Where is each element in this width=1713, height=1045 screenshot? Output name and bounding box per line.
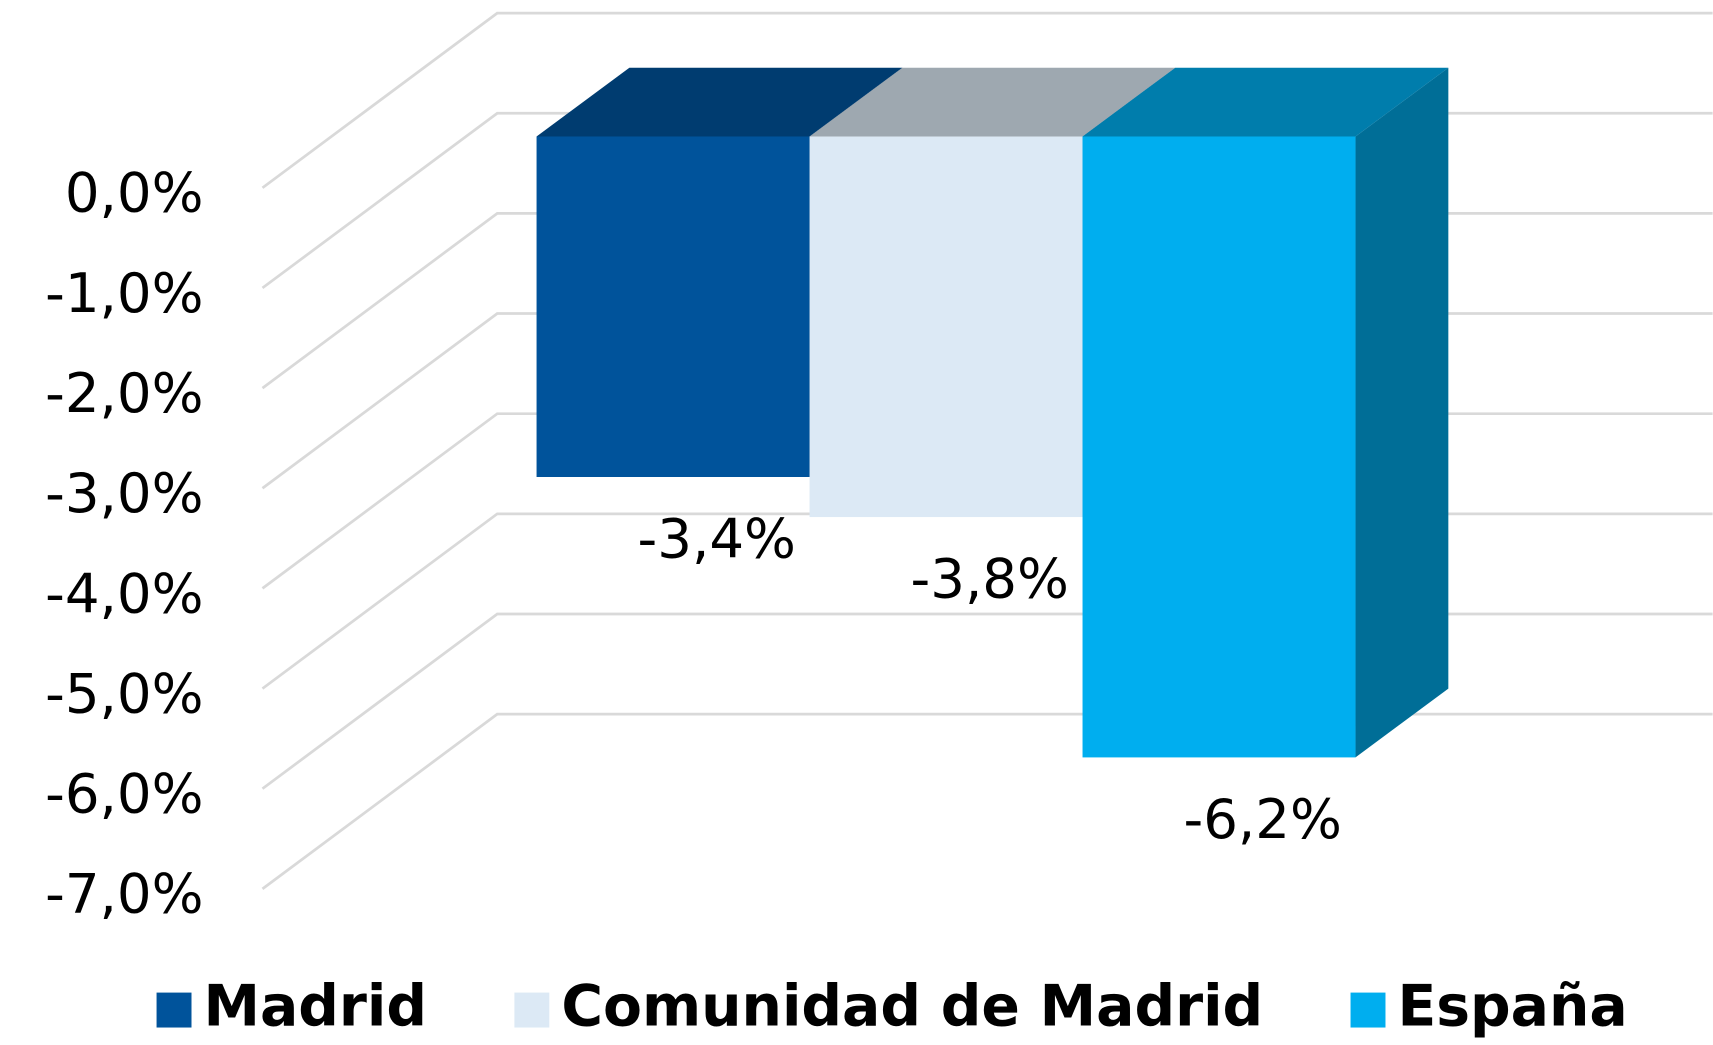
data-label: -3,8% bbox=[911, 547, 1069, 611]
y-tick-label: -5,0% bbox=[45, 661, 203, 725]
legend-label: Comunidad de Madrid bbox=[561, 974, 1263, 1040]
legend-swatch bbox=[514, 992, 550, 1028]
y-tick-label: 0,0% bbox=[65, 161, 204, 225]
grid-line bbox=[261, 712, 1713, 890]
legend-swatch bbox=[1350, 992, 1386, 1028]
bar-top bbox=[536, 67, 903, 137]
bar bbox=[536, 136, 810, 477]
legend-label: Madrid bbox=[204, 974, 428, 1040]
y-tick-label: -6,0% bbox=[45, 762, 203, 826]
legend-swatch bbox=[156, 992, 192, 1028]
bar-top bbox=[809, 67, 1176, 137]
data-label: -6,2% bbox=[1184, 787, 1342, 851]
grid-line bbox=[261, 612, 1713, 790]
bar bbox=[809, 136, 1083, 518]
legend-label: España bbox=[1397, 974, 1627, 1040]
y-tick-label: -2,0% bbox=[45, 361, 203, 425]
y-tick-label: -7,0% bbox=[45, 862, 203, 926]
y-tick-label: -4,0% bbox=[45, 561, 203, 625]
y-tick-label: -1,0% bbox=[45, 261, 203, 325]
grid-line bbox=[261, 11, 1713, 189]
y-tick-label: -3,0% bbox=[45, 461, 203, 525]
data-label: -3,4% bbox=[638, 507, 796, 571]
bar-side bbox=[1355, 67, 1449, 758]
bar bbox=[1082, 136, 1356, 758]
bar-top bbox=[1082, 67, 1449, 137]
